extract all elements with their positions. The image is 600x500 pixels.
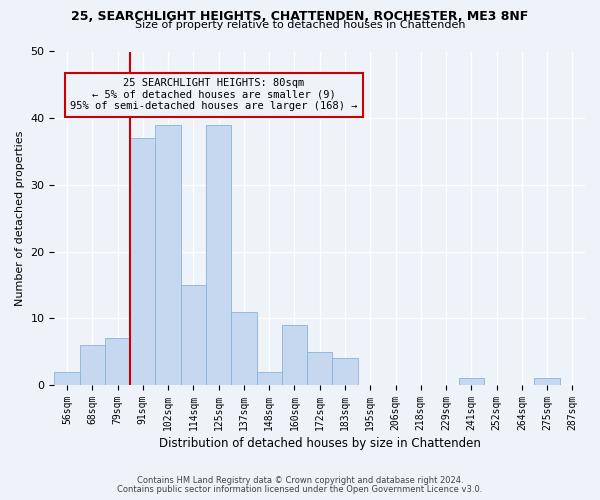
- Bar: [535, 378, 560, 385]
- Bar: [282, 325, 307, 385]
- Text: 25 SEARCHLIGHT HEIGHTS: 80sqm
← 5% of detached houses are smaller (9)
95% of sem: 25 SEARCHLIGHT HEIGHTS: 80sqm ← 5% of de…: [70, 78, 358, 112]
- Bar: [181, 285, 206, 385]
- Bar: [332, 358, 358, 385]
- Bar: [130, 138, 155, 385]
- Bar: [458, 378, 484, 385]
- Text: Contains HM Land Registry data © Crown copyright and database right 2024.: Contains HM Land Registry data © Crown c…: [137, 476, 463, 485]
- Bar: [155, 125, 181, 385]
- Bar: [55, 372, 80, 385]
- Y-axis label: Number of detached properties: Number of detached properties: [15, 130, 25, 306]
- Bar: [257, 372, 282, 385]
- Bar: [105, 338, 130, 385]
- Bar: [80, 345, 105, 385]
- Bar: [231, 312, 257, 385]
- Bar: [307, 352, 332, 385]
- Bar: [206, 125, 231, 385]
- Text: 25, SEARCHLIGHT HEIGHTS, CHATTENDEN, ROCHESTER, ME3 8NF: 25, SEARCHLIGHT HEIGHTS, CHATTENDEN, ROC…: [71, 10, 529, 23]
- Text: Contains public sector information licensed under the Open Government Licence v3: Contains public sector information licen…: [118, 485, 482, 494]
- Text: Size of property relative to detached houses in Chattenden: Size of property relative to detached ho…: [135, 20, 465, 30]
- X-axis label: Distribution of detached houses by size in Chattenden: Distribution of detached houses by size …: [159, 437, 481, 450]
